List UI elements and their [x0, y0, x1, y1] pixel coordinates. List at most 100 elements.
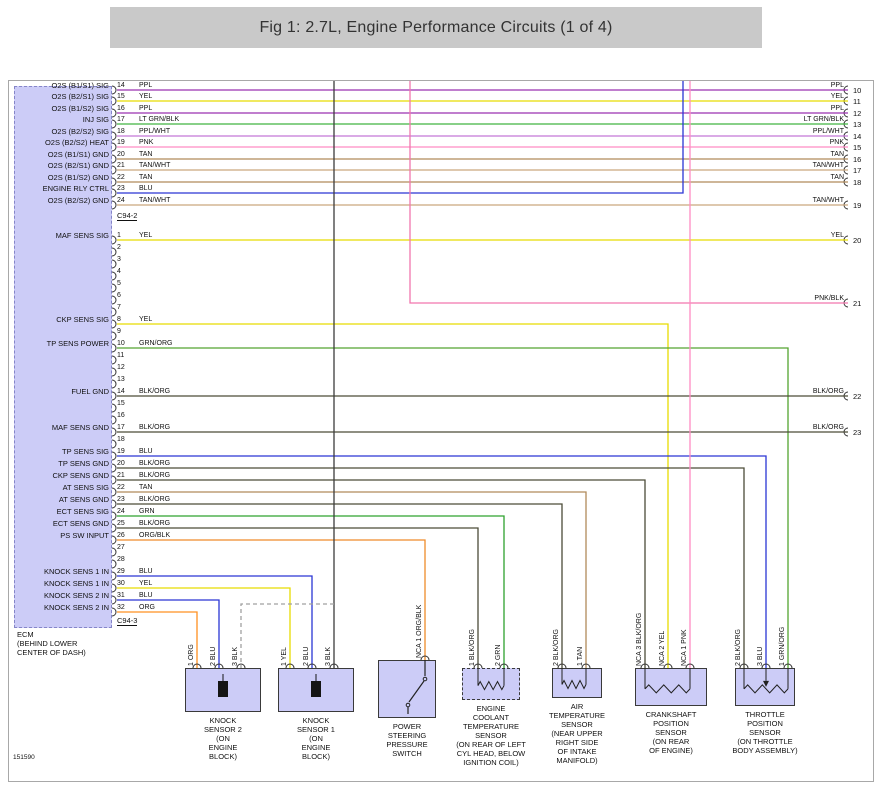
crankshaft-position-sensor-caption: CRANKSHAFT POSITION SENSOR (ON REAR OF E… — [645, 710, 697, 755]
ecm-pin-number: 5 — [117, 280, 121, 287]
engine-coolant-temperature-sensor-pin-label: 2 GRN — [495, 644, 502, 666]
ecm-pin-label: AT SENS SIG — [62, 483, 109, 492]
ecm-pin-number: 14 — [117, 388, 125, 395]
ecm-pin-label: O2S (B2/S2) HEAT — [44, 138, 109, 147]
title-bar: Fig 1: 2.7L, Engine Performance Circuits… — [110, 7, 762, 48]
wire-color-label: BLU — [139, 592, 153, 599]
wire-color-label: YEL — [139, 580, 153, 587]
wire-color-label: PNK — [139, 139, 154, 146]
ecm-pin-label: ECT SENS SIG — [56, 507, 109, 516]
ecm-pin-number: 15 — [117, 400, 125, 407]
ecm-pin-label: O2S (B1/S2) SIG — [51, 104, 109, 113]
ecm-pin-number: 25 — [117, 520, 125, 527]
ecm-pin-number: 14 — [117, 82, 125, 89]
ecm-pin-label: KNOCK SENS 1 IN — [43, 567, 109, 576]
connector-label-c94-3: C94-3 — [117, 616, 138, 626]
ecm-pin-number: 16 — [117, 412, 125, 419]
wire-color-label: BLU — [139, 185, 153, 192]
ecm-pin-number: 21 — [117, 472, 125, 479]
ecm-pin-label: TP SENS SIG — [62, 447, 109, 456]
ecm-pin-number: 21 — [117, 162, 125, 169]
knock-sensor-1-pin-label: 2 BLU — [303, 646, 310, 666]
wire-color-label: TAN/WHT — [139, 197, 171, 204]
ecm-pin-number: 17 — [117, 424, 125, 431]
ecm-pin-number: 9 — [117, 328, 121, 335]
right-wire-color-label: PNK/BLK — [814, 295, 844, 302]
wire-color-label: LT GRN/BLK — [139, 116, 180, 123]
ecm-pin-number: 8 — [117, 316, 121, 323]
wire-color-label: TAN — [139, 174, 153, 181]
right-wire-color-label: TAN — [830, 151, 844, 158]
ecm-pin-number: 23 — [117, 496, 125, 503]
wire-color-label: TAN/WHT — [139, 162, 171, 169]
ecm-pin-number: 18 — [117, 128, 125, 135]
wire-color-label: BLK/ORG — [139, 424, 171, 431]
wire-color-label: YEL — [139, 232, 153, 239]
ecm-pin-number: 24 — [117, 197, 125, 204]
ecm-pin-label: INJ SIG — [82, 115, 109, 124]
knock-sensor-2-pin-label: 2 BLU — [210, 646, 217, 666]
power-steering-pressure-switch-pin-label: NCA 1 ORG/BLK — [416, 604, 423, 658]
knock-sensor-1-pin-label: 3 BLK — [325, 646, 332, 666]
ecm-pin-number: 13 — [117, 376, 125, 383]
wire-color-label: BLU — [139, 568, 153, 575]
ecm-pin-label: TP SENS GND — [58, 459, 109, 468]
throttle-position-sensor-caption: THROTTLE POSITION SENSOR (ON THROTTLE BO… — [732, 710, 798, 755]
wire-color-label: ORG — [139, 604, 155, 611]
ecm-pin-number: 20 — [117, 151, 125, 158]
right-terminal-number: 17 — [853, 166, 862, 175]
power-steering-pressure-switch-caption: POWER STEERING PRESSURE SWITCH — [386, 722, 428, 758]
ecm-pin-label: ENGINE RLY CTRL — [42, 184, 109, 193]
right-terminal-number: 12 — [853, 109, 862, 118]
ecm-pin-number: 32 — [117, 604, 125, 611]
ecm-pin-number: 16 — [117, 105, 125, 112]
right-wire-color-label: YEL — [830, 232, 844, 239]
ecm-pin-label: ECT SENS GND — [52, 519, 109, 528]
crankshaft-position-sensor-pin-label: NCA 3 BLK/ORG — [636, 612, 643, 666]
ecm-box — [14, 86, 112, 628]
ecm-pin-label: FUEL GND — [71, 387, 109, 396]
ecm-pin-number: 22 — [117, 484, 125, 491]
right-wire-color-label: PPL — [830, 105, 844, 112]
ecm-pin-label: O2S (B2/S2) GND — [47, 196, 109, 205]
ecm-pin-label: MAF SENS SIG — [55, 231, 109, 240]
ecm-pin-number: 19 — [117, 448, 125, 455]
knock-sensor-1-pin-label: 1 YEL — [281, 647, 288, 666]
ecm-pin-label: O2S (B1/S2) GND — [47, 173, 109, 182]
figure-number: 151590 — [13, 754, 35, 761]
wire-color-label: BLK/ORG — [139, 460, 171, 467]
ecm-pin-number: 3 — [117, 256, 121, 263]
knock-sensor-2-pin-label: 1 ORG — [188, 644, 195, 666]
air-temperature-sensor-pin-label: 1 TAN — [577, 646, 584, 666]
right-terminal-number: 19 — [853, 201, 862, 210]
ecm-note-line-2: CENTER OF DASH) — [17, 648, 86, 657]
ecm-pin-number: 29 — [117, 568, 125, 575]
ecm-pin-number: 24 — [117, 508, 125, 515]
knock-sensor-1-caption: KNOCK SENSOR 1 (ON ENGINE BLOCK) — [297, 716, 335, 761]
right-wire-color-label: PNK — [829, 139, 844, 146]
ecm-pin-label: O2S (B2/S2) SIG — [51, 127, 109, 136]
ecm-pin-number: 7 — [117, 304, 121, 311]
right-wire-color-label: TAN/WHT — [812, 162, 844, 169]
right-wire-color-label: PPL/WHT — [812, 128, 844, 135]
ecm-pin-number: 11 — [117, 352, 125, 359]
crankshaft-position-sensor-pin-label: NCA 1 PNK — [681, 629, 688, 666]
knock-sensor-2-pin-label: 3 BLK — [232, 646, 239, 666]
engine-coolant-temperature-sensor-caption: ENGINE COOLANT TEMPERATURE SENSOR (ON RE… — [456, 704, 526, 767]
right-terminal-number: 18 — [853, 178, 862, 187]
ecm-pin-label: O2S (B1/S1) GND — [47, 150, 109, 159]
right-wire-color-label: TAN/WHT — [812, 197, 844, 204]
ecm-pin-number: 20 — [117, 460, 125, 467]
ecm-pin-label: O2S (B2/S1) GND — [47, 161, 109, 170]
ecm-pin-number: 12 — [117, 364, 125, 371]
power-steering-pressure-switch-box — [378, 660, 436, 718]
wire-color-label: YEL — [139, 316, 153, 323]
throttle-position-sensor-pin-label: 1 GRN/ORG — [779, 626, 786, 666]
right-terminal-number: 20 — [853, 236, 862, 245]
wire-color-label: GRN — [139, 508, 155, 515]
diagram-frame — [8, 80, 874, 782]
wire-color-label: ORG/BLK — [139, 532, 171, 539]
ecm-pin-number: 28 — [117, 556, 125, 563]
ecm-pin-number: 6 — [117, 292, 121, 299]
